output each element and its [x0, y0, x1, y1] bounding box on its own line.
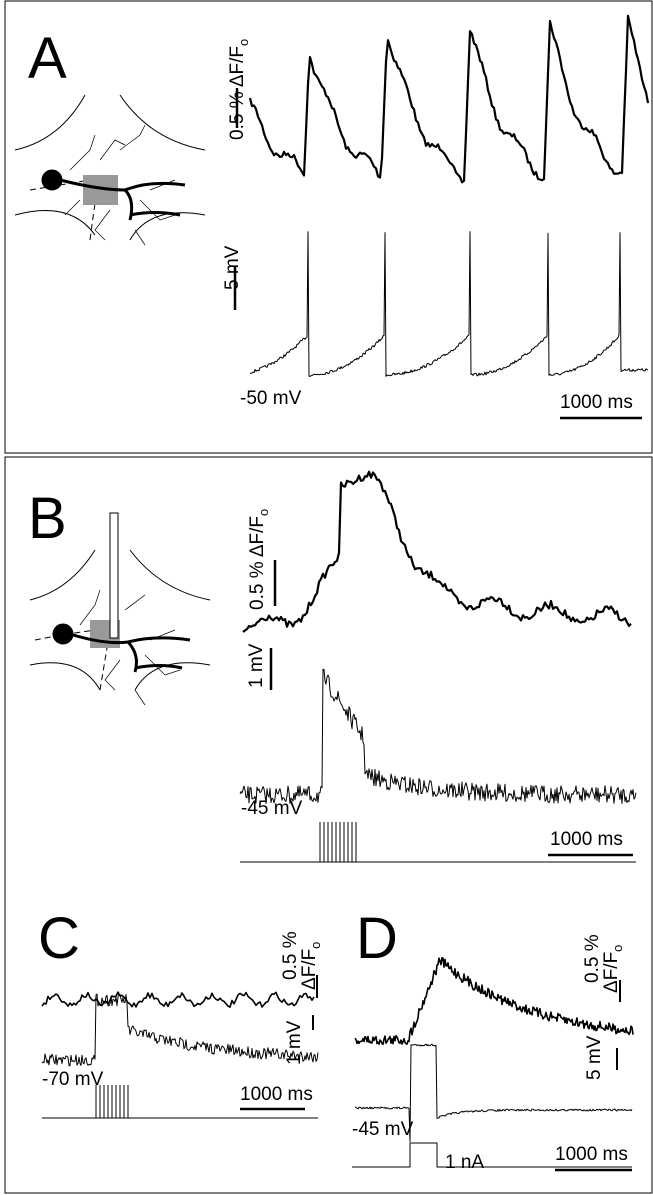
voltage-trace — [250, 231, 649, 377]
dff-text: ΔF/F — [601, 952, 622, 993]
panel-label: C — [38, 906, 80, 971]
holding-label: -50 mV — [240, 388, 302, 409]
panel-a-frame — [4, 0, 653, 454]
time-scale-label: 1000 ms — [240, 1084, 313, 1105]
dff-unit-label: ΔF/Fo — [299, 942, 323, 990]
current-step — [352, 1142, 632, 1168]
mv-scale-label: 5 mV — [584, 1035, 605, 1080]
voltage-trace — [41, 993, 319, 1067]
dff-text: 0.5 % ΔF/F — [247, 516, 268, 610]
dff-scale-label: 0.5 % — [582, 934, 603, 983]
voltage-trace — [239, 668, 637, 804]
cell-drawing — [29, 512, 211, 706]
cell-drawing — [14, 94, 206, 246]
dff-text: ΔF/F — [299, 949, 320, 990]
panel-label: B — [28, 486, 67, 551]
current-label: 1 nA — [445, 1152, 484, 1173]
holding-label: -45 mV — [352, 1119, 414, 1140]
dff-sub: o — [308, 942, 323, 949]
dff-unit-label: ΔF/Fo — [601, 945, 625, 993]
dff-sub: o — [256, 509, 271, 516]
fluorescence-trace — [248, 14, 650, 184]
time-scale-label: 1000 ms — [550, 829, 623, 850]
dff-sub: o — [236, 39, 251, 46]
fluorescence-trace — [242, 470, 632, 633]
holding-label: -70 mV — [42, 1069, 104, 1090]
voltage-trace — [354, 1043, 633, 1142]
panel-label: A — [28, 26, 67, 91]
dff-scale-label: 0.5 % ΔF/Fo — [227, 39, 251, 140]
stimulus-train — [42, 1085, 318, 1119]
panel-label: D — [356, 906, 398, 971]
dff-scale-label: 0.5 % — [280, 931, 301, 980]
dff-scale-label: 0.5 % ΔF/Fo — [247, 509, 271, 610]
stimulus-train — [240, 822, 636, 863]
fluorescence-trace — [354, 957, 634, 1046]
dff-sub: o — [610, 945, 625, 952]
holding-label: -45 mV — [241, 798, 303, 819]
fluorescence-trace — [41, 991, 315, 1008]
panel-bcd-frame — [4, 456, 653, 1194]
time-scale-label: 1000 ms — [555, 1144, 628, 1165]
mv-scale-label: 5 mV — [222, 245, 243, 290]
mv-scale-label: 1 mV — [246, 643, 267, 688]
time-scale-label: 1000 ms — [560, 392, 633, 413]
